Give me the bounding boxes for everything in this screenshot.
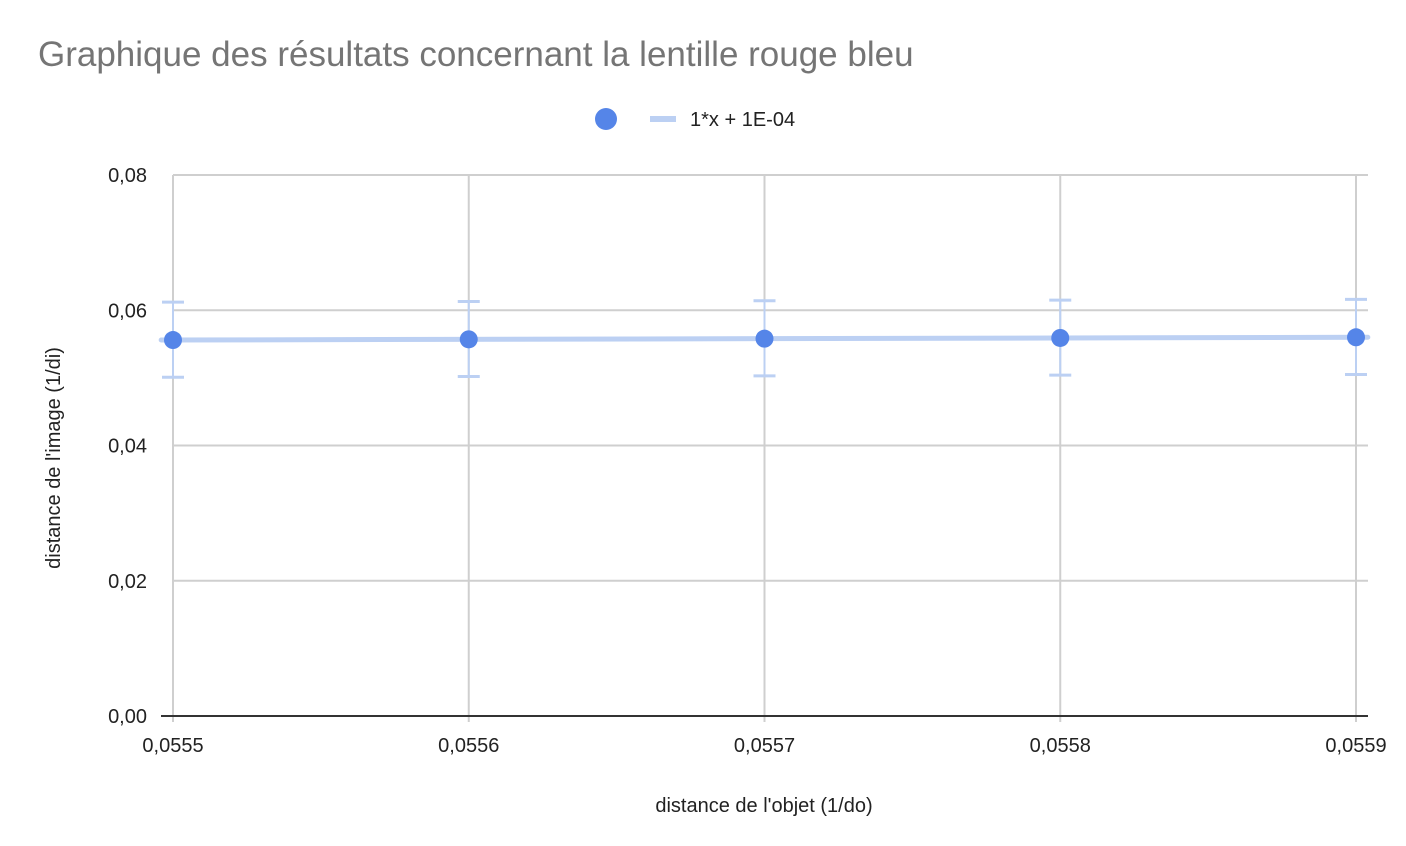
legend-marker-points: [595, 108, 617, 130]
y-tick-label: 0,06: [108, 300, 147, 322]
x-axis-ticks: 0,0555 0,0556 0,0557 0,0558 0,0559: [142, 735, 1386, 757]
data-point: [459, 330, 478, 349]
chart-title: Graphique des résultats concernant la le…: [38, 35, 914, 74]
data-point: [755, 329, 774, 348]
y-tick-label: 0,00: [108, 706, 147, 728]
x-tick-label: 0,0555: [142, 735, 203, 757]
legend-marker-trendline: [650, 116, 676, 122]
x-tick-label: 0,0557: [734, 735, 795, 757]
x-tick-label: 0,0559: [1325, 735, 1386, 757]
data-point: [1347, 328, 1365, 347]
x-tick-label: 0,0558: [1030, 735, 1091, 757]
data-point: [1051, 328, 1070, 347]
y-tick-label: 0,08: [108, 165, 147, 187]
legend-label-trendline: 1*x + 1E-04: [690, 109, 795, 131]
gridlines: [172, 174, 1368, 722]
legend[interactable]: 1*x + 1E-04: [595, 108, 795, 131]
data-point: [164, 331, 182, 350]
y-tick-label: 0,02: [108, 571, 147, 593]
y-axis-label: distance de l'image (1/di): [43, 347, 65, 569]
y-tick-label: 0,04: [108, 436, 147, 458]
data-points: [164, 328, 1365, 350]
x-axis-label: distance de l'objet (1/do): [655, 795, 872, 817]
x-tick-label: 0,0556: [438, 735, 499, 757]
y-axis-ticks: 0,00 0,02 0,04 0,06 0,08: [108, 165, 147, 728]
